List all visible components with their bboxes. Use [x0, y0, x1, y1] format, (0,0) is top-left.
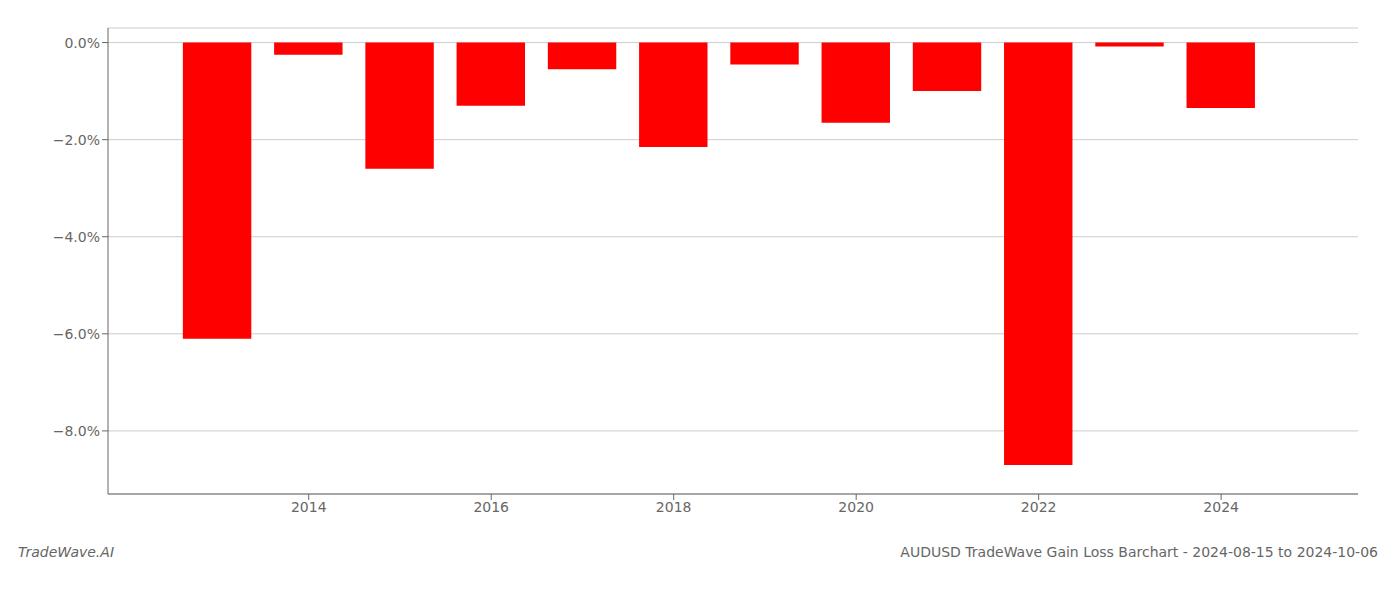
svg-text:−2.0%: −2.0% — [53, 132, 100, 148]
svg-text:2016: 2016 — [473, 499, 509, 515]
html-text:AUDUSD TradeWave Gain Loss Bar: AUDUSD TradeWave Gain Loss Barchart - 20… — [900, 544, 1378, 560]
svg-text:−4.0%: −4.0% — [53, 229, 100, 245]
svg-text:2024: 2024 — [1203, 499, 1239, 515]
svg-text:2018: 2018 — [656, 499, 692, 515]
svg-text:0.0%: 0.0% — [64, 35, 100, 51]
svg-text:2020: 2020 — [838, 499, 874, 515]
svg-text:−6.0%: −6.0% — [53, 326, 100, 342]
svg-text:2014: 2014 — [291, 499, 327, 515]
svg-text:2022: 2022 — [1021, 499, 1057, 515]
html-text:TradeWave.AI: TradeWave.AI — [18, 544, 114, 560]
svg-text:−8.0%: −8.0% — [53, 423, 100, 439]
